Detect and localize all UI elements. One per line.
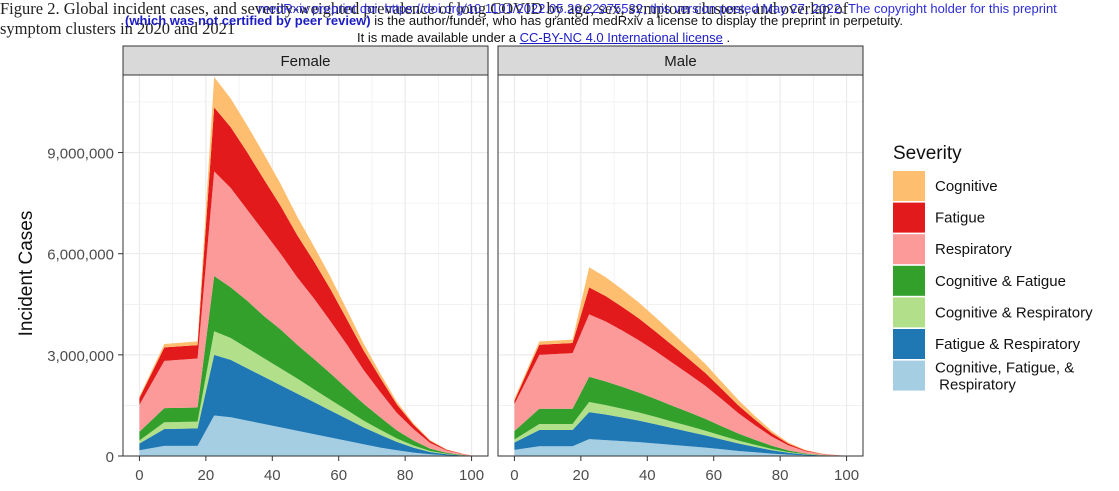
legend-key-cognitive-fatigue-respiratory	[893, 360, 925, 391]
facet-strip-label: Female	[280, 53, 330, 70]
x-tick-label: 20	[198, 467, 215, 484]
legend-key-fatigue	[893, 202, 925, 233]
preprint-notice-line2: (which was not certified by peer review)…	[125, 13, 903, 28]
y-tick-label: 9,000,000	[47, 146, 114, 163]
license-link[interactable]: CC-BY-NC 4.0 International license	[519, 30, 723, 45]
x-tick-label: 80	[397, 467, 414, 484]
legend-label-line: Cognitive	[935, 178, 998, 195]
legend-label-line: Respiratory	[935, 241, 1012, 258]
legend-label-fatigue-respiratory: Fatigue & Respiratory	[935, 336, 1081, 353]
y-tick-label: 0	[106, 449, 114, 466]
legend-label-cognitive-respiratory: Cognitive & Respiratory	[935, 304, 1093, 321]
legend-key-cognitive-respiratory	[893, 297, 925, 328]
y-tick-label: 6,000,000	[47, 247, 114, 264]
panel-female: Female 0 20 40 60 80 100	[122, 45, 489, 484]
legend-title: Severity	[893, 143, 962, 164]
y-tick-label: 3,000,000	[47, 348, 114, 365]
x-tick-label: 0	[510, 467, 518, 484]
preprint-notice-line1: medRxiv preprint doi: https://doi.org/10…	[258, 1, 1057, 16]
legend-label-line: Cognitive & Respiratory	[935, 304, 1093, 321]
area-respiratory	[139, 171, 472, 456]
area-cognitive-fatigue-respiratory	[139, 415, 472, 456]
legend-label-line: Respiratory	[935, 377, 1016, 394]
legend-label-line: Cognitive & Fatigue	[935, 273, 1066, 290]
area-fatigue	[139, 107, 472, 456]
area-respiratory	[514, 314, 847, 456]
legend-label-line: Cognitive, Fatigue, &	[935, 360, 1074, 377]
x-tick-label: 80	[772, 467, 789, 484]
legend-label-fatigue: Fatigue	[935, 210, 985, 227]
area-fatigue-respiratory	[139, 354, 472, 456]
facet-strip	[122, 45, 489, 76]
area-cognitive-fatigue-respiratory	[514, 439, 847, 456]
legend-label-cognitive: Cognitive	[935, 178, 998, 195]
legend: SeverityCognitiveFatigueRespiratoryCogni…	[893, 143, 1093, 394]
facet-strip	[497, 45, 864, 76]
x-tick-label: 100	[834, 467, 859, 484]
legend-label-respiratory: Respiratory	[935, 241, 1012, 258]
x-tick-label: 20	[573, 467, 590, 484]
legend-label-cognitive-fatigue-respiratory: Cognitive, Fatigue, & Respiratory	[935, 360, 1074, 394]
figure-header: Figure 2. Global incident cases, and sev…	[0, 0, 1119, 45]
area-cognitive-respiratory	[139, 331, 472, 456]
x-tick-label: 40	[639, 467, 656, 484]
figure-caption-line1: Figure 2. Global incident cases, and sev…	[0, 0, 849, 18]
peer-review-note: (which was not certified by peer review)	[125, 13, 371, 28]
legend-key-respiratory	[893, 234, 925, 265]
x-tick-label: 60	[330, 467, 347, 484]
panel-border	[122, 74, 489, 457]
legend-key-fatigue-respiratory	[893, 329, 925, 359]
legend-label-cognitive-fatigue: Cognitive & Fatigue	[935, 273, 1066, 290]
panel-border	[497, 74, 864, 457]
panel-male: Male 0 20 40 60 80 100	[497, 45, 864, 484]
x-tick-label: 0	[135, 467, 143, 484]
figure-caption-line2: symptom clusters in 2020 and 2021	[0, 19, 236, 38]
preprint-notice-line3: It is made available under a CC-BY-NC 4.…	[357, 30, 730, 45]
legend-key-cognitive-fatigue	[893, 265, 925, 296]
area-cognitive-fatigue	[514, 376, 847, 456]
area-cognitive-fatigue	[139, 275, 472, 456]
y-axis-title: Incident Cases	[16, 211, 37, 337]
legend-label-line: Fatigue	[935, 210, 985, 227]
license-suffix: .	[722, 30, 731, 45]
license-prefix: It is made available under a	[357, 30, 520, 45]
area-cognitive-respiratory	[514, 402, 847, 456]
facet-strip-label: Male	[664, 53, 697, 70]
legend-label-line: Fatigue & Respiratory	[935, 336, 1081, 353]
x-tick-label: 60	[705, 467, 722, 484]
area-fatigue-respiratory	[514, 412, 847, 456]
x-tick-label: 100	[459, 467, 484, 484]
license-statement: is the author/funder, who has granted me…	[370, 13, 903, 28]
x-tick-label: 40	[264, 467, 281, 484]
legend-key-cognitive	[893, 171, 925, 201]
